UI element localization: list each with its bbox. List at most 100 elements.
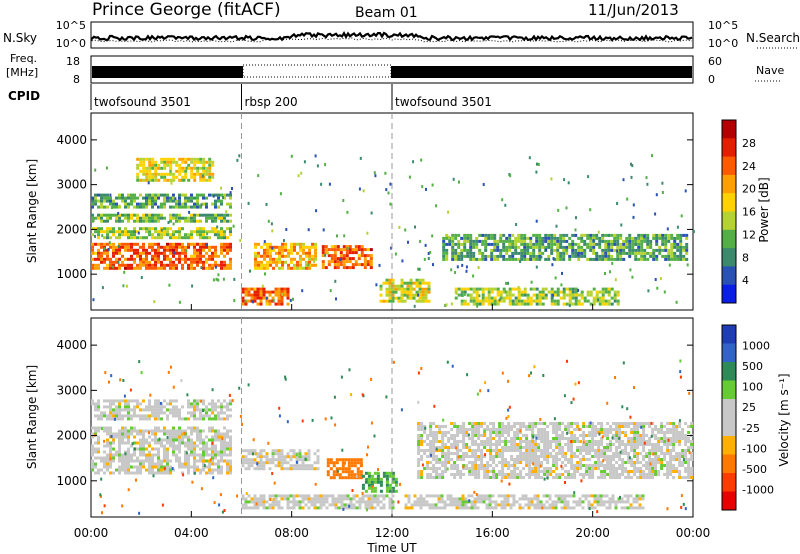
velocity-cell (447, 458, 451, 461)
velocity-cell (274, 503, 278, 507)
velocity-cell (485, 497, 489, 501)
velocity-cell (370, 497, 374, 501)
power-cell (532, 245, 536, 249)
power-cell (281, 260, 284, 264)
velocity-cell (489, 476, 493, 479)
power-cell (520, 239, 524, 243)
velocity-cell (106, 414, 109, 418)
power-cell (424, 287, 428, 291)
velocity-cell (202, 399, 205, 403)
velocity-cell (154, 408, 157, 412)
power-cell (466, 239, 470, 243)
velocity-cell (528, 422, 532, 425)
power-cell (133, 199, 136, 203)
velocity-cell (684, 476, 688, 479)
power-cell (595, 296, 599, 300)
velocity-cell (388, 486, 392, 490)
power-cell (607, 239, 611, 243)
power-cell (532, 254, 536, 258)
power-cell (463, 292, 466, 296)
velocity-cell (531, 452, 535, 455)
power-cell (211, 251, 214, 255)
power-cell (148, 242, 151, 246)
velocity-cell (639, 443, 643, 446)
power-cell (504, 203, 507, 207)
power-cell (154, 251, 157, 255)
power-cell (254, 257, 257, 261)
velocity-cell (286, 461, 290, 465)
velocity-cell (603, 434, 607, 437)
velocity-cell (157, 426, 160, 430)
power-cell (388, 293, 392, 297)
velocity-cell (597, 431, 601, 434)
power-cell (112, 233, 115, 237)
power-cell (391, 299, 395, 303)
power-cell (424, 299, 428, 303)
velocity-cell (543, 446, 547, 449)
velocity-cell (350, 470, 354, 474)
velocity-cell (552, 476, 556, 479)
velocity-cell (657, 428, 661, 431)
velocity-cell (510, 425, 514, 428)
velocity-cell (226, 429, 229, 433)
power-cell (601, 257, 605, 261)
velocity-cell (600, 473, 604, 476)
velocity-cell (456, 440, 460, 443)
power-cell (592, 287, 596, 291)
power-cell (133, 230, 136, 234)
velocity-cell (486, 467, 490, 470)
power-cell (172, 251, 175, 255)
power-cell (211, 216, 214, 220)
power-cell (336, 260, 340, 264)
velocity-cell (352, 506, 356, 510)
power-cell (169, 263, 172, 267)
velocity-cell (585, 440, 589, 443)
velocity-cell (94, 462, 97, 466)
velocity-cell (91, 402, 94, 406)
velocity-cell (633, 440, 637, 443)
velocity-cell (145, 417, 148, 421)
velocity-cell (441, 473, 445, 476)
velocity-cell (489, 455, 493, 458)
velocity-cell (539, 506, 543, 510)
power-cell (100, 213, 103, 217)
velocity-cell (666, 431, 670, 434)
velocity-cell (462, 437, 466, 440)
velocity-cell (446, 497, 450, 501)
velocity-cell (678, 452, 682, 455)
power-cell (384, 171, 387, 175)
power-cell (106, 213, 109, 217)
velocity-cell (561, 452, 565, 455)
velocity-cell (504, 428, 508, 431)
power-cell (151, 245, 154, 249)
power-cell (508, 248, 512, 252)
velocity-cell (423, 452, 427, 455)
power-cell (296, 260, 299, 264)
velocity-cell (190, 438, 193, 442)
velocity-cell (522, 422, 526, 425)
power-cell (619, 251, 623, 255)
power-cell (357, 254, 361, 258)
power-cell (202, 178, 206, 182)
power-cell (348, 248, 352, 252)
power-cell (574, 228, 577, 232)
power-cell (205, 169, 209, 173)
power-cell (336, 234, 338, 238)
power-cell (631, 248, 635, 252)
velocity-cell (687, 446, 691, 449)
power-cell (550, 302, 554, 306)
power-cell (115, 230, 118, 234)
velocity-cell (422, 500, 426, 504)
power-cell (520, 302, 524, 306)
power-cell (249, 269, 251, 273)
velocity-cell (633, 473, 637, 476)
power-cell (481, 254, 485, 258)
velocity-cell (316, 500, 320, 504)
power-cell (496, 248, 500, 252)
power-cell (359, 156, 362, 160)
power-cell (580, 290, 584, 294)
power-cell (685, 245, 689, 249)
power-cell (163, 266, 166, 270)
power-cell (290, 154, 293, 158)
velocity-cell (367, 480, 371, 484)
